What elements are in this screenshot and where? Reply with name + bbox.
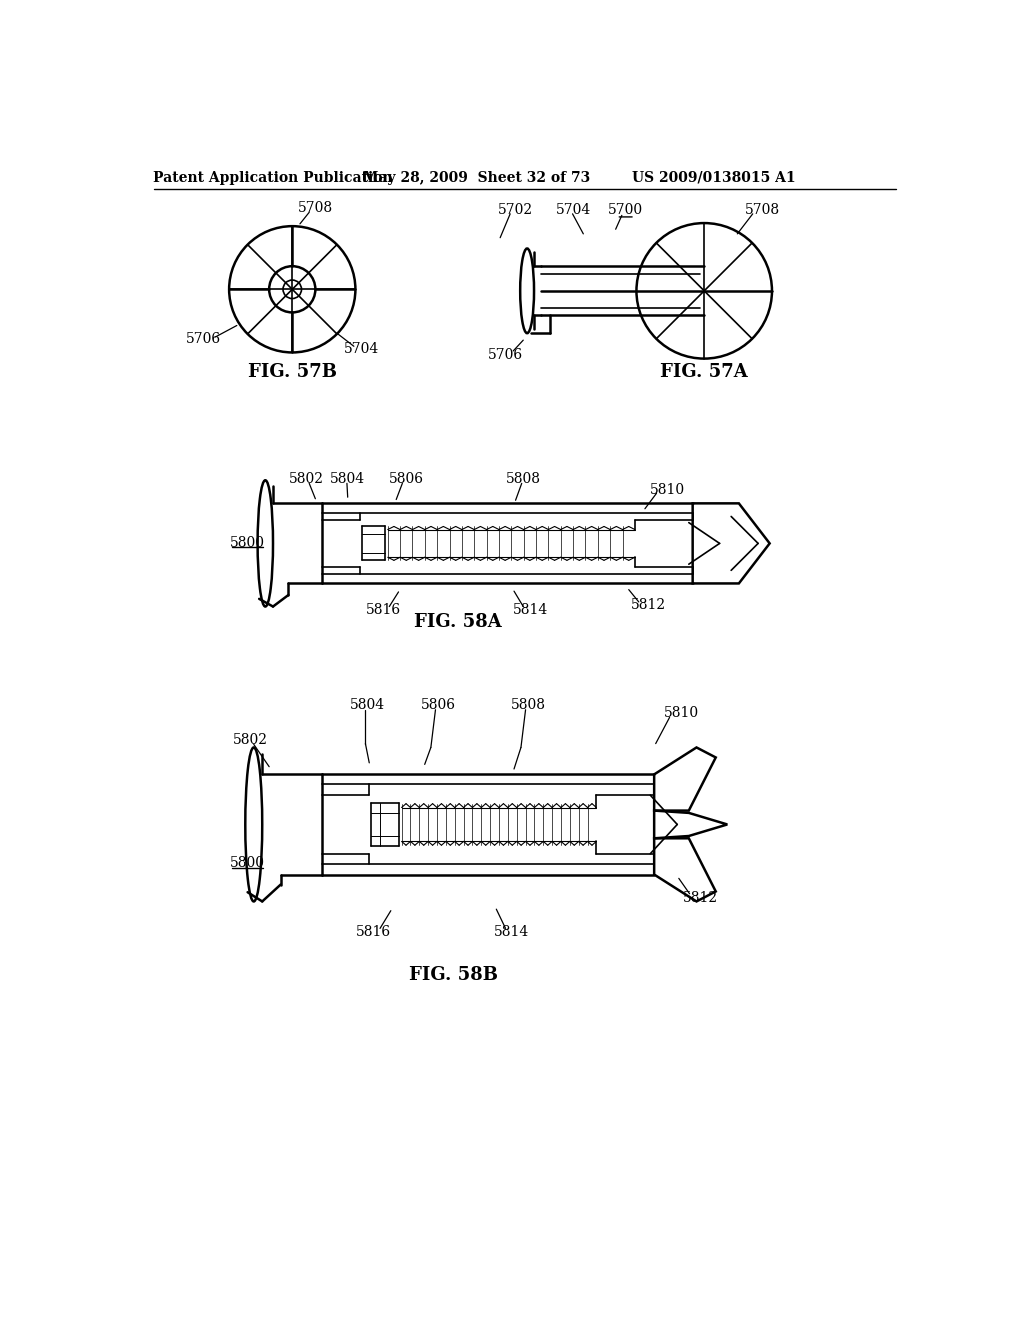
Text: FIG. 58B: FIG. 58B <box>410 966 499 983</box>
Text: 5804: 5804 <box>330 473 366 487</box>
Text: 5812: 5812 <box>631 598 666 612</box>
Text: 5704: 5704 <box>344 342 379 356</box>
Text: 5816: 5816 <box>355 925 391 940</box>
Text: 5808: 5808 <box>511 698 546 711</box>
Text: 5708: 5708 <box>298 202 333 215</box>
Text: FIG. 58A: FIG. 58A <box>414 612 502 631</box>
Text: FIG. 57A: FIG. 57A <box>660 363 749 381</box>
Text: Patent Application Publication: Patent Application Publication <box>154 170 393 185</box>
Text: 5810: 5810 <box>664 706 698 719</box>
Text: 5800: 5800 <box>230 536 265 550</box>
Text: 5802: 5802 <box>232 733 267 747</box>
Text: 5800: 5800 <box>230 855 265 870</box>
Text: 5708: 5708 <box>744 203 779 216</box>
Text: FIG. 57B: FIG. 57B <box>248 363 337 381</box>
Text: 5700: 5700 <box>608 203 643 216</box>
Text: 5806: 5806 <box>421 698 456 711</box>
Text: 5806: 5806 <box>389 473 424 487</box>
Text: 5702: 5702 <box>498 203 534 216</box>
Text: 5706: 5706 <box>186 333 221 346</box>
Text: 5802: 5802 <box>289 473 324 487</box>
Text: 5814: 5814 <box>495 925 529 940</box>
Text: 5816: 5816 <box>366 603 400 618</box>
Text: US 2009/0138015 A1: US 2009/0138015 A1 <box>633 170 796 185</box>
Text: 5814: 5814 <box>513 603 549 618</box>
Text: May 28, 2009  Sheet 32 of 73: May 28, 2009 Sheet 32 of 73 <box>364 170 591 185</box>
Text: 5706: 5706 <box>488 347 523 362</box>
Text: 5804: 5804 <box>350 698 385 711</box>
Text: 5810: 5810 <box>649 483 685 496</box>
Text: 5808: 5808 <box>506 473 541 487</box>
Text: 5812: 5812 <box>683 891 718 904</box>
Text: 5704: 5704 <box>556 203 591 216</box>
